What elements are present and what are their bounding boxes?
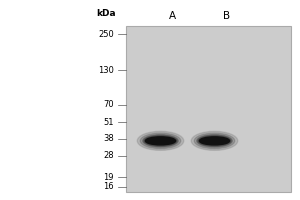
Text: 70: 70 bbox=[103, 100, 114, 109]
Ellipse shape bbox=[144, 136, 177, 146]
Ellipse shape bbox=[191, 131, 238, 150]
Text: 38: 38 bbox=[103, 134, 114, 143]
Ellipse shape bbox=[200, 137, 230, 145]
Ellipse shape bbox=[146, 137, 176, 145]
Ellipse shape bbox=[198, 136, 231, 146]
Bar bbox=[126, 26, 291, 192]
Ellipse shape bbox=[137, 131, 184, 150]
Ellipse shape bbox=[143, 135, 178, 147]
Text: A: A bbox=[169, 11, 176, 21]
Text: 16: 16 bbox=[103, 182, 114, 191]
Text: 28: 28 bbox=[103, 151, 114, 160]
Ellipse shape bbox=[194, 133, 235, 149]
Text: kDa: kDa bbox=[96, 9, 116, 18]
Text: 51: 51 bbox=[103, 118, 114, 127]
Text: 19: 19 bbox=[103, 173, 114, 182]
Ellipse shape bbox=[197, 135, 232, 147]
Text: B: B bbox=[223, 11, 230, 21]
Ellipse shape bbox=[140, 133, 181, 149]
Text: 250: 250 bbox=[98, 30, 114, 39]
Text: 130: 130 bbox=[98, 66, 114, 75]
